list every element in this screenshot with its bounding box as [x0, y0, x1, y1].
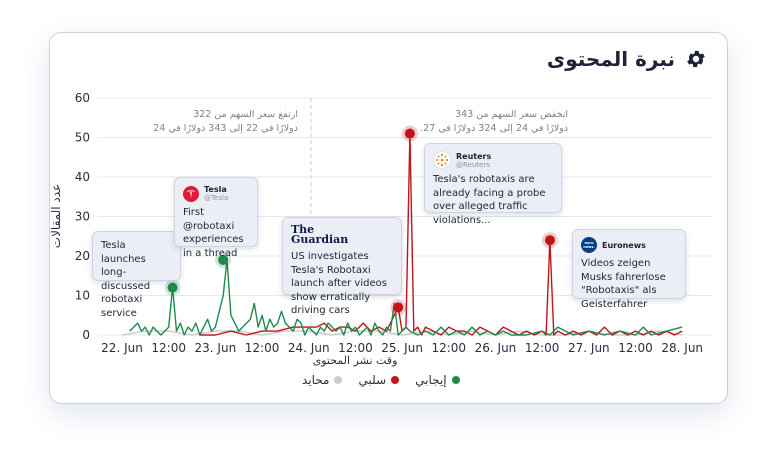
tooltip-source-handle: @Tesla	[204, 194, 229, 202]
legend-positive-label: إيجابي	[415, 373, 447, 387]
y-tick-label: 50	[75, 131, 90, 145]
x-tick-label: 24. Jun	[288, 341, 330, 355]
guardian-logo: The Guardian	[291, 223, 349, 246]
legend-neutral[interactable]: محايد	[302, 373, 343, 387]
legend-positive-dot	[451, 376, 460, 384]
tooltip-source-name: Euronews	[602, 240, 646, 250]
x-tick-label: 12:00	[618, 341, 653, 355]
tooltip-guardian[interactable]: The Guardian US investigates Tesla's Robo…	[282, 217, 402, 316]
euronews-logo-icon: euro news.	[581, 237, 597, 253]
highlight-point[interactable]	[164, 279, 181, 296]
highlight-point[interactable]	[541, 232, 558, 249]
x-tick-label: 12:00	[431, 341, 466, 355]
x-tick-label: 12:00	[151, 341, 186, 355]
legend-negative-label: سلبي	[358, 373, 387, 387]
reuters-logo-icon	[433, 151, 451, 169]
x-tick-label: 22. Jun	[101, 341, 143, 355]
y-tick-label: 30	[75, 210, 90, 224]
tooltip-tesla-post[interactable]: Tesla @Tesla First @robotaxi experiences…	[174, 177, 258, 259]
price-drop-line-2: دولارًا في 24 إلى 324 دولارًا في 27.	[420, 123, 568, 134]
tesla-logo-icon	[183, 185, 199, 202]
x-tick-label: 12:00	[525, 341, 560, 355]
y-axis-label: عدد المقالات	[49, 184, 63, 248]
tooltip-source: euro news. Euronews	[581, 237, 677, 253]
x-tick-label: 26. Jun	[475, 341, 517, 355]
tooltip-text: Tesla's robotaxis are already facing a p…	[433, 174, 546, 226]
legend-negative[interactable]: سلبي	[358, 373, 400, 387]
card-title: نبرة المحتوى	[546, 47, 675, 71]
price-drop-annotation: انخفض سعر السهم من 343 دولارًا في 24 إلى…	[398, 108, 568, 136]
tooltip-euronews[interactable]: euro news. Euronews Videos zeigen Musks …	[572, 229, 686, 310]
x-tick-label: 25. Jun	[381, 341, 423, 355]
x-tick-label: 28. Jun	[661, 341, 703, 355]
tooltip-source: Reuters @Reuters	[433, 151, 553, 169]
card-header: نبرة المحتوى	[547, 44, 707, 74]
tooltip-text: Videos zeigen Musks fahrerlose "Robotaxi…	[581, 258, 666, 310]
price-rise-annotation: ارتفع سعر السهم من 322 دولارًا في 22 إلى…	[118, 108, 298, 136]
legend-neutral-dot	[334, 376, 343, 384]
legend-neutral-label: محايد	[302, 373, 330, 387]
x-axis-label: وقت نشر المحتوى	[313, 354, 398, 367]
y-tick-label: 0	[82, 328, 90, 342]
price-rise-line-1: ارتفع سعر السهم من 322	[193, 109, 298, 120]
tooltip-tesla-launch[interactable]: Tesla launches long-discussed robotaxi s…	[92, 231, 181, 319]
gear-icon[interactable]	[685, 48, 707, 70]
x-tick-label: 23. Jun	[195, 341, 237, 355]
x-tick-label: 12:00	[245, 341, 280, 355]
tooltip-text: First @robotaxi experiences in a thread	[183, 207, 244, 259]
y-tick-label: 60	[75, 91, 90, 105]
tooltip-source-name: Reuters	[456, 151, 492, 161]
x-tick-label: 27. Jun	[568, 341, 610, 355]
highlight-point[interactable]	[401, 125, 418, 142]
y-tick-label: 40	[75, 170, 90, 184]
legend-negative-dot	[391, 376, 400, 384]
tooltip-reuters[interactable]: Reuters @Reuters Tesla's robotaxis are a…	[424, 143, 562, 226]
euronews-logo-text: euro news.	[583, 241, 595, 249]
chart-legend: إيجابي سلبي محايد	[302, 373, 460, 387]
tooltip-text: US investigates Tesla's Robotaxi launch …	[291, 251, 387, 316]
price-rise-line-2: دولارًا في 22 إلى 343 دولارًا في 24	[153, 123, 298, 134]
highlight-point[interactable]	[390, 299, 407, 316]
series-line-0	[129, 259, 683, 336]
legend-positive[interactable]: إيجابي	[415, 373, 460, 387]
series-line-1	[199, 132, 683, 336]
highlight-point[interactable]	[215, 251, 232, 268]
tooltip-text: Tesla launches long-discussed robotaxi s…	[101, 240, 151, 319]
x-tick-label: 12:00	[338, 341, 373, 355]
y-tick-label: 20	[75, 249, 90, 263]
price-drop-line-1: انخفض سعر السهم من 343	[455, 109, 568, 120]
tooltip-source-name: Tesla	[204, 185, 227, 194]
y-tick-label: 10	[75, 289, 90, 303]
tooltip-source-handle: @Reuters	[456, 160, 490, 169]
tooltip-source: Tesla @Tesla	[183, 185, 249, 202]
